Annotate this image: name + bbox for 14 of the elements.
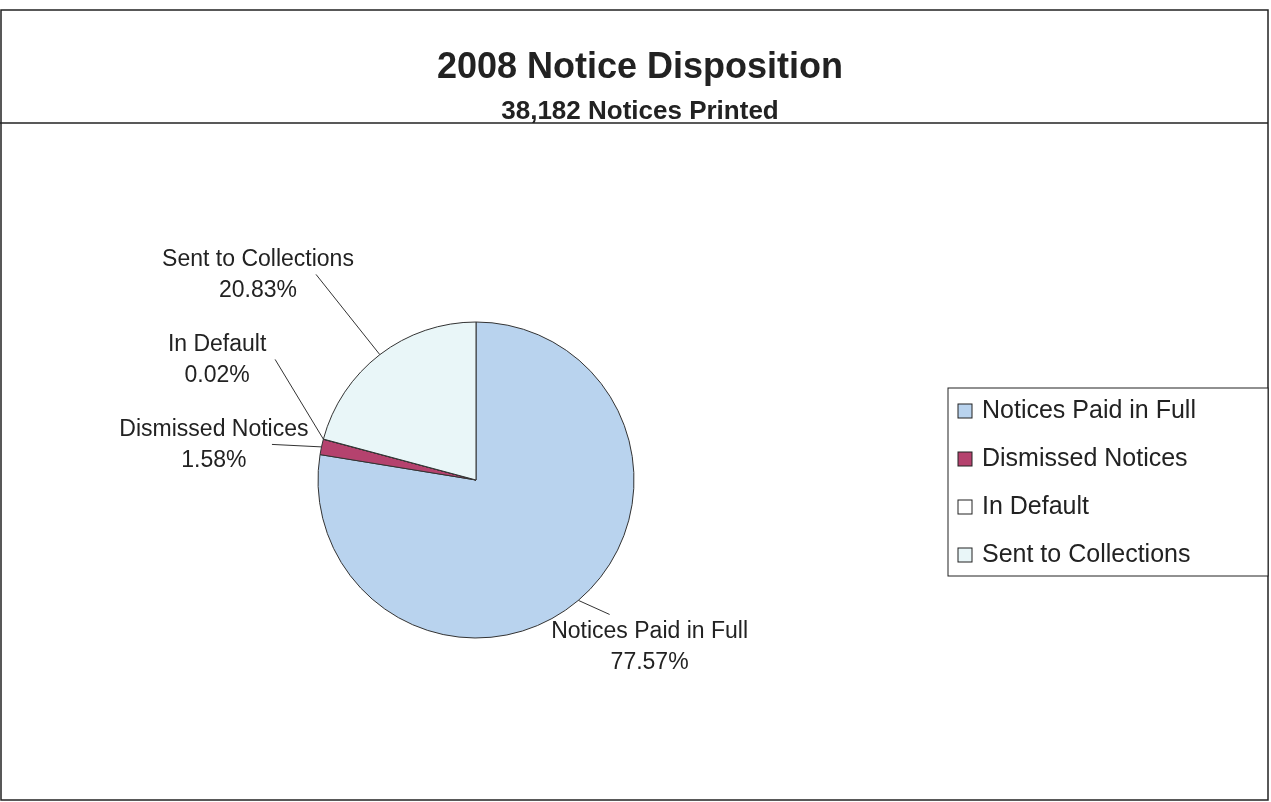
data-label: 20.83% — [218, 276, 298, 303]
legend-label: Dismissed Notices — [982, 443, 1188, 471]
slice-label: Dismissed Notices — [119, 415, 309, 442]
data-label: 1.58% — [181, 446, 247, 473]
legend-label: Sent to Collections — [982, 539, 1191, 567]
legend-label: Notices Paid in Full — [982, 395, 1196, 423]
category-label: In Default — [982, 491, 1090, 519]
chart-subtitle: 38,182 Notices Printed — [501, 95, 779, 125]
slice-label: In Default — [167, 330, 267, 357]
data-label: 0.02% — [184, 361, 250, 388]
chart-title: 2008 Notice Disposition — [436, 45, 844, 86]
slice-label: Sent to Collections — [162, 245, 354, 272]
slice-label: Notices Paid in Full — [551, 617, 749, 644]
data-label: 77.57% — [610, 648, 689, 675]
